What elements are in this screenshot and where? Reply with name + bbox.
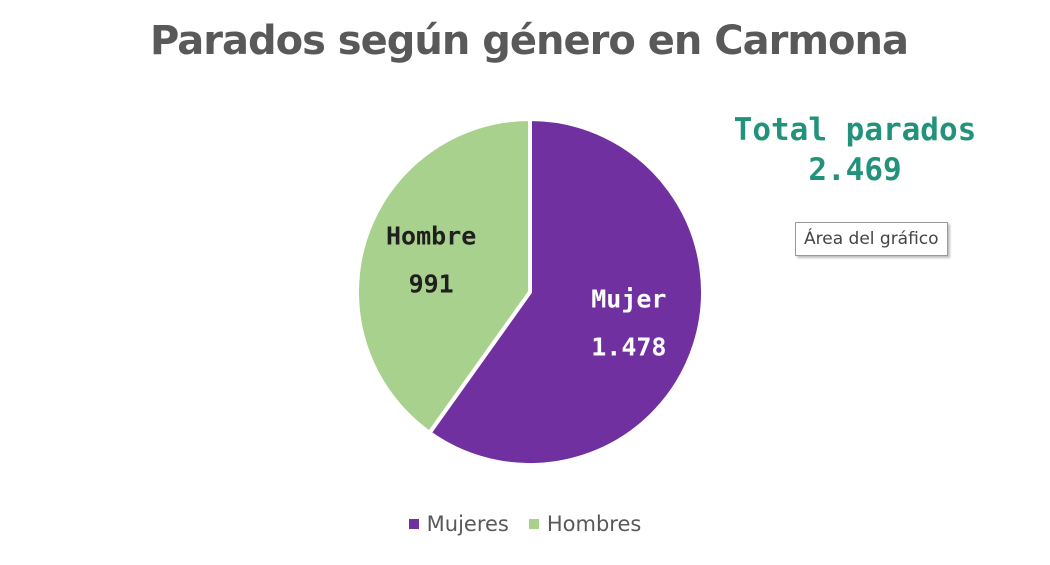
slice-label-hombres: Hombre [386, 221, 476, 250]
slice-value-mujeres: 1.478 [591, 333, 666, 362]
legend-item-mujeres[interactable]: Mujeres [408, 512, 509, 536]
legend-swatch-mujeres [408, 519, 419, 529]
legend-item-hombres[interactable]: Hombres [528, 512, 642, 536]
legend-swatch-hombres [528, 519, 539, 529]
chart-area-tooltip: Área del gráfico [795, 222, 948, 256]
total-annotation: Total parados 2.469 [700, 110, 1010, 190]
chart-title: Parados según género en Carmona [150, 18, 909, 64]
total-value: 2.469 [808, 152, 902, 188]
legend-label-hombres: Hombres [546, 512, 642, 536]
slice-value-hombres: 991 [409, 269, 454, 298]
slice-label-mujeres: Mujer [591, 285, 666, 314]
total-label: Total parados [733, 112, 977, 148]
pie-slice-mujeres[interactable] [427, 117, 705, 467]
pie-slice-hombres[interactable] [355, 117, 532, 435]
chart-legend[interactable]: Mujeres Hombres [0, 512, 1050, 536]
legend-label-mujeres: Mujeres [426, 512, 509, 536]
